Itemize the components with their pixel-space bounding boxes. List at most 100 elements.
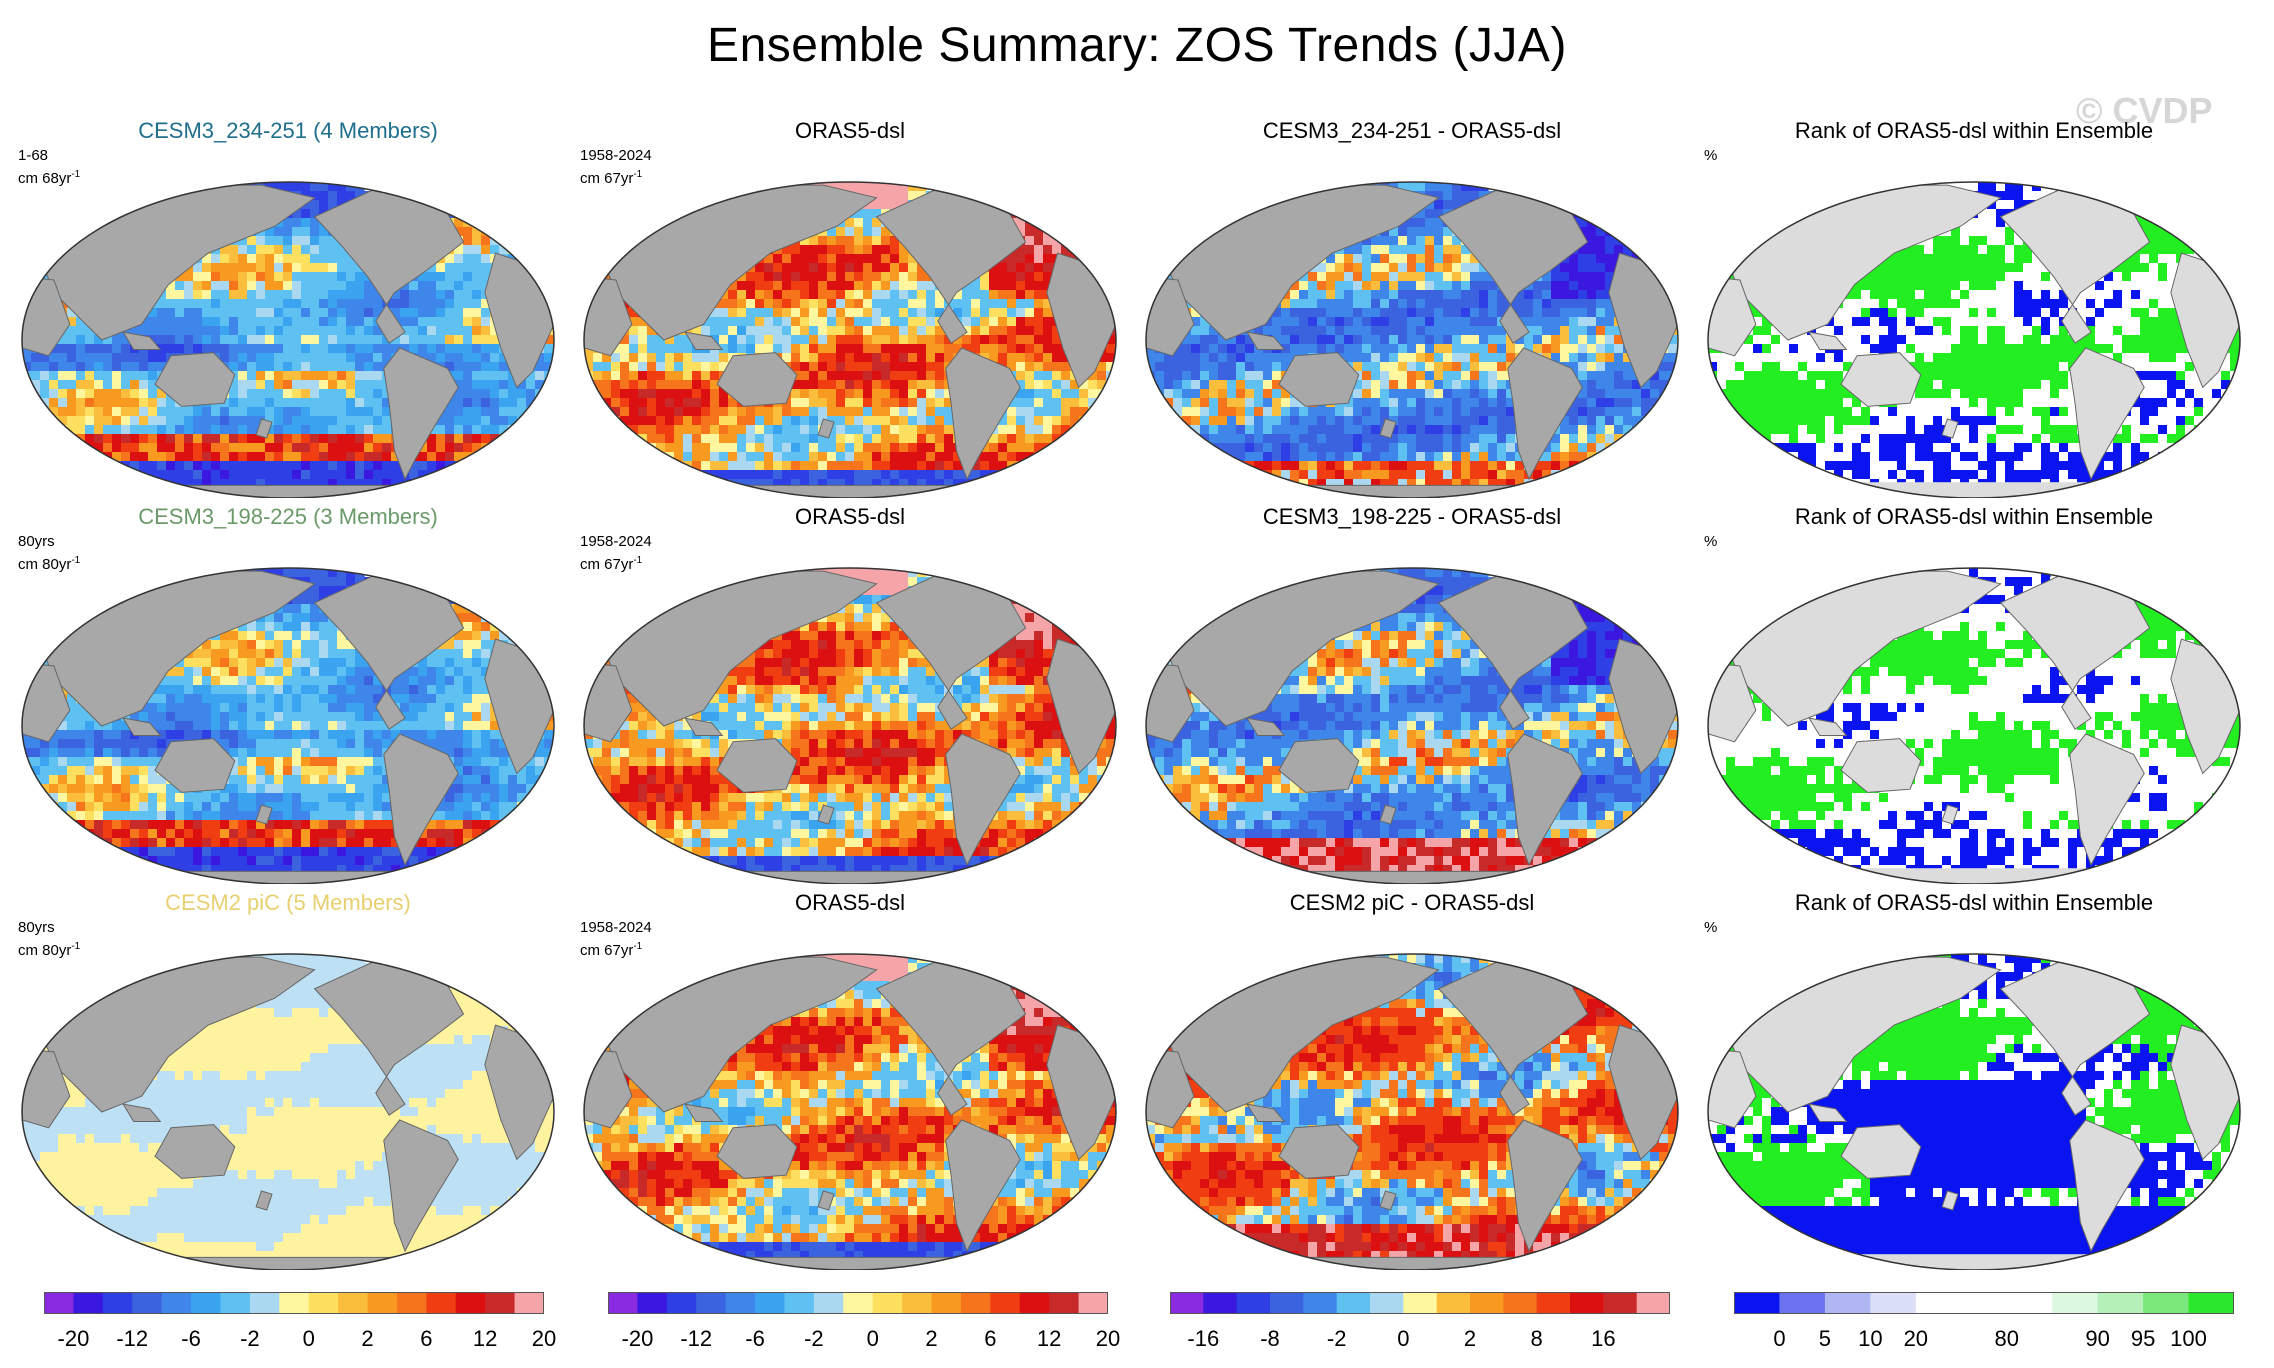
map-panel: ORAS5-dsl 1958-2024 cm 67yr-1: [572, 118, 1128, 498]
colorbar-tick-label: 12: [1037, 1326, 1061, 1352]
colorbar-tick-label: 0: [867, 1326, 879, 1352]
map-outline: [583, 567, 1117, 884]
colorbar-tick-label: 0: [303, 1326, 315, 1352]
land-antarctica: [663, 484, 1037, 498]
map-outline: [583, 953, 1117, 1270]
panel-title: ORAS5-dsl: [572, 890, 1128, 916]
land-australia: [154, 1124, 236, 1179]
land-antarctica: [1225, 870, 1599, 884]
panel-title: CESM3_234-251 (4 Members): [10, 118, 566, 144]
colorbar-tick-label: -20: [58, 1326, 90, 1352]
land-nz: [255, 418, 273, 439]
ocean-field: [584, 954, 1116, 1270]
ocean-field: [1146, 182, 1678, 498]
map-outline: [1145, 567, 1679, 884]
note-units-exponent: -1: [633, 941, 642, 952]
colorbar-tick-label: 95: [2131, 1326, 2155, 1352]
land-maritime: [122, 331, 162, 350]
map-outline: [1707, 567, 2241, 884]
land-antarctica: [663, 870, 1037, 884]
note-units: cm 67yr: [580, 942, 633, 959]
world-map: [1145, 953, 1679, 1270]
land-australia: [716, 352, 798, 407]
world-map: [21, 181, 555, 498]
colorbar-tick-label: 20: [1096, 1326, 1120, 1352]
land-africaL: [1146, 662, 1195, 743]
land-southAmerica: [945, 1119, 1021, 1253]
colorbar-swatch: [1049, 1292, 1080, 1314]
world-map: [1707, 567, 2241, 884]
colorbar-tick-label: -8: [1260, 1326, 1280, 1352]
land-nz: [255, 1190, 273, 1211]
colorbar-swatch: [1019, 1292, 1050, 1314]
colorbar-swatch: [1236, 1292, 1271, 1314]
land-africaL: [1146, 276, 1195, 357]
ocean-field: [22, 954, 554, 1270]
land-maritime: [1246, 1103, 1286, 1122]
land-southAmerica: [945, 733, 1021, 867]
world-map: [583, 567, 1117, 884]
panel-title: Rank of ORAS5-dsl within Ensemble: [1696, 504, 2252, 530]
land-greenland: [1035, 579, 1080, 616]
land-greenland: [1035, 193, 1080, 230]
land-australia: [1840, 738, 1922, 793]
colorbar-tick-label: 16: [1591, 1326, 1615, 1352]
map-outline: [21, 567, 555, 884]
ocean-field: [584, 568, 1116, 884]
map-panel: ORAS5-dsl 1958-2024 cm 67yr-1: [572, 890, 1128, 1270]
colorbar-tick-label: -6: [181, 1326, 201, 1352]
note-period: 1958-2024: [580, 147, 652, 164]
land-greenland: [2159, 965, 2204, 1002]
colorbar-swatch: [1870, 1292, 1917, 1314]
colorbar-tick-label: 2: [361, 1326, 373, 1352]
land-australia: [1840, 352, 1922, 407]
colorbar-swatch: [1203, 1292, 1238, 1314]
trend-colorbar-1: -20 -12 -6 -2 0 2 6 12 20: [44, 1290, 556, 1360]
land-nz: [817, 804, 835, 825]
colorbar-swatch: [514, 1292, 544, 1314]
land-northAmerica: [313, 189, 465, 344]
colorbar-swatch: [367, 1292, 398, 1314]
land-africaL: [584, 276, 633, 357]
ocean-field: [1146, 568, 1678, 884]
cvdp-watermark: © CVDP: [2076, 90, 2213, 132]
ocean-field: [22, 568, 554, 884]
colorbar-tick-label: 20: [1904, 1326, 1928, 1352]
map-panel: Rank of ORAS5-dsl within Ensemble%: [1696, 504, 2252, 884]
panel-note: %: [1704, 532, 1717, 551]
land-maritime: [1808, 1103, 1848, 1122]
colorbar-swatch: [1603, 1292, 1638, 1314]
colorbar-swatch: [2052, 1292, 2099, 1314]
map-panel: Rank of ORAS5-dsl within Ensemble%: [1696, 118, 2252, 498]
colorbar-swatch: [1403, 1292, 1438, 1314]
colorbar-swatch: [637, 1292, 668, 1314]
land-antarctica: [101, 870, 475, 884]
land-nz: [255, 804, 273, 825]
ocean-field: [1708, 954, 2240, 1270]
land-southAmerica: [383, 1119, 459, 1253]
colorbar-swatch: [1503, 1292, 1538, 1314]
land-antarctica: [1225, 484, 1599, 498]
map-outline: [1707, 181, 2241, 498]
land-greenland: [473, 965, 518, 1002]
antarctic-band: [1708, 482, 2240, 498]
colorbar-swatch: [2143, 1292, 2190, 1314]
panel-title: CESM2 piC - ORAS5-dsl: [1134, 890, 1690, 916]
land-australia: [1840, 1124, 1922, 1179]
land-africaL: [584, 1048, 633, 1129]
colorbar-swatch: [1170, 1292, 1204, 1314]
note-period: 1958-2024: [580, 533, 652, 550]
colorbar-swatch: [191, 1292, 221, 1314]
colorbar-swatch: [1961, 1292, 2008, 1314]
panel-note: 80yrs cm 80yr-1: [18, 532, 80, 574]
colorbar-tick-label: -6: [745, 1326, 765, 1352]
land-northAmerica: [1437, 961, 1589, 1116]
colorbar-swatch: [1078, 1292, 1108, 1314]
land-australia: [1278, 1124, 1360, 1179]
note-units: cm 80yr: [18, 942, 71, 959]
colorbar-swatch: [279, 1292, 310, 1314]
note-units-exponent: -1: [71, 169, 80, 180]
note-period: %: [1704, 919, 1717, 936]
colorbar-swatches: [1734, 1292, 2234, 1314]
panel-title: Rank of ORAS5-dsl within Ensemble: [1696, 118, 2252, 144]
